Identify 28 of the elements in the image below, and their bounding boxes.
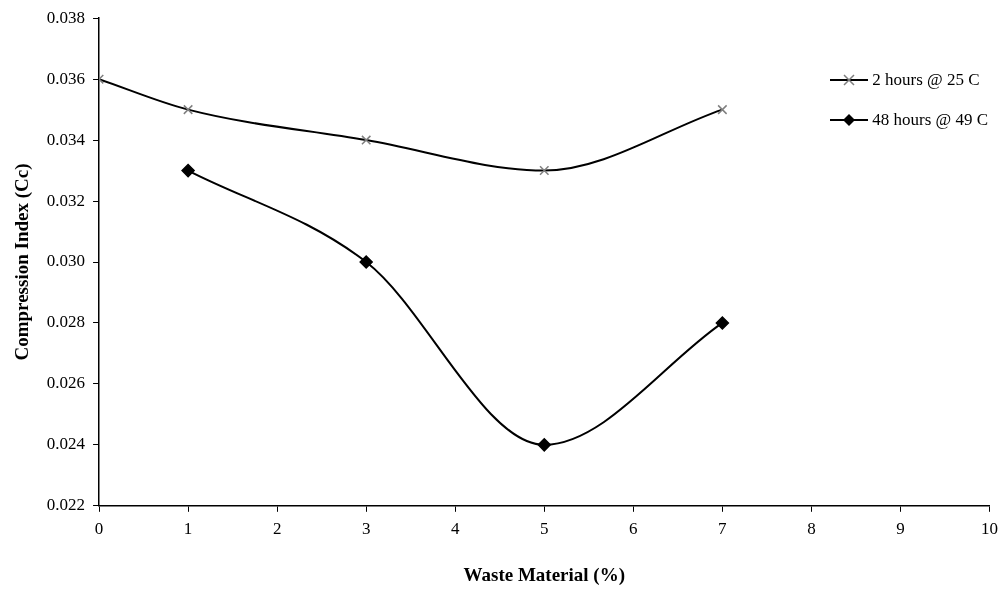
x-tick-label: 8: [807, 519, 816, 539]
x-tick-label: 2: [272, 519, 282, 539]
point: [537, 438, 552, 452]
x-axis-title: Waste Material (%): [463, 563, 625, 586]
x-tick-label: 5: [540, 519, 549, 539]
x-tick-label: 6: [629, 519, 638, 539]
y-tick-label: 0.026: [46, 373, 86, 393]
x-tick-label: 10: [981, 519, 998, 539]
x-tick-label: 4: [450, 519, 460, 539]
x-tick-label: 9: [896, 519, 905, 539]
y-tick-label: 0.032: [46, 190, 86, 210]
x-tick-label: 3: [361, 519, 371, 539]
legend-label: 2 hours @ 25 C: [872, 70, 980, 90]
point: [715, 316, 730, 330]
legend-label: 48 hours @ 49 C: [872, 110, 988, 130]
y-tick-label: 0.034: [46, 129, 86, 149]
x-tick-label: 1: [183, 519, 193, 539]
y-tick-label: 0.028: [46, 312, 86, 332]
y-tick-label: 0.038: [46, 7, 86, 27]
point: [359, 255, 373, 269]
y-tick-label: 0.036: [46, 68, 86, 88]
y-tick-label: 0.030: [46, 251, 86, 271]
y-axis-title: Compression Index (Cc): [11, 163, 34, 361]
y-tick-label: 0.022: [46, 495, 86, 515]
point: [181, 163, 195, 178]
x-tick-label: 0: [94, 519, 104, 539]
x-tick-label: 7: [718, 519, 728, 539]
y-tick-label: 0.024: [46, 434, 86, 454]
